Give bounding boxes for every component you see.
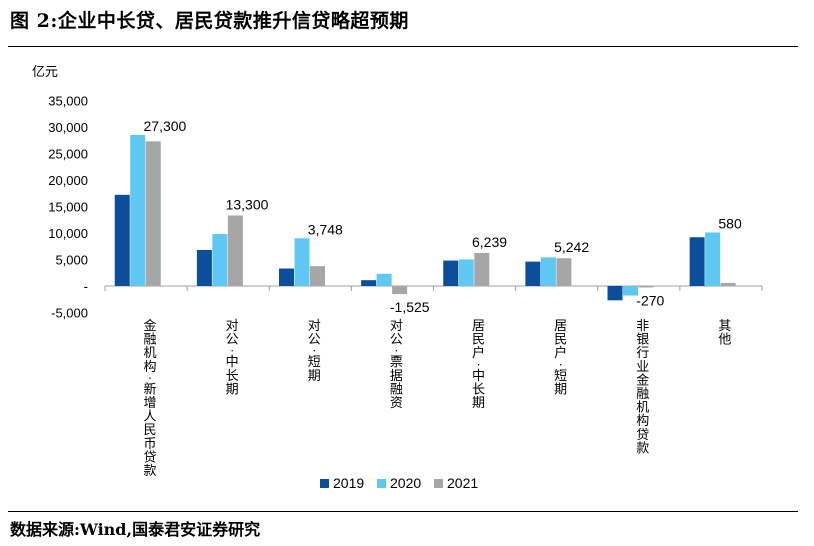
- category-label: 对公:短期: [308, 318, 321, 383]
- bar-2020-5: [540, 257, 556, 286]
- y-tick-label: 35,000: [48, 94, 88, 109]
- bar-2021-1: [227, 215, 243, 286]
- y-tick-label: 15,000: [48, 200, 88, 215]
- y-tick-label: -5,000: [51, 306, 88, 321]
- data-label: 6,239: [472, 234, 507, 250]
- y-tick-label: 20,000: [48, 173, 88, 188]
- bar-2020-4: [458, 259, 474, 286]
- page-title: 图 2:企业中长贷、居民贷款推升信贷略超预期: [10, 10, 409, 32]
- data-label: 3,748: [308, 221, 343, 237]
- data-label: -1,525: [390, 299, 430, 315]
- legend: 2019 2020 2021: [320, 475, 478, 491]
- bar-2019-6: [607, 286, 623, 301]
- category-label: 对公:票据融资: [390, 318, 403, 410]
- category-label: 金融机构:新增人民币贷款: [143, 318, 156, 478]
- category-label: 其他: [718, 318, 731, 347]
- source-note: 数据来源:Wind,国泰君安证券研究: [10, 520, 261, 539]
- data-labels: 27,300 13,300 3,748 -1,525 6,239 5,242 -270 580: [144, 118, 742, 315]
- data-label: -270: [636, 292, 664, 308]
- bar-2019-2: [279, 268, 294, 286]
- y-tick-label: 25,000: [48, 147, 88, 162]
- legend-label-2021: 2021: [447, 475, 478, 491]
- legend-swatch-2020: [377, 479, 386, 488]
- bar-2020-6: [623, 286, 638, 296]
- bar-2020-3: [376, 273, 392, 286]
- category-labels: 金融机构:新增人民币贷款 对公:中长期 对公:短期 对公:票据融资 居民户:中长期 居民户…: [143, 318, 731, 478]
- bar-2020-2: [294, 238, 310, 286]
- bar-2019-0: [114, 194, 130, 286]
- bar-2021-4: [474, 252, 490, 286]
- bar-2019-1: [196, 249, 212, 286]
- bar-2021-5: [556, 258, 572, 286]
- y-tick-label: 5,000: [55, 253, 88, 268]
- bar-2021-3: [392, 286, 408, 295]
- category-label: 非银行业金融机构贷款: [636, 318, 649, 455]
- legend-swatch-2021: [434, 479, 443, 488]
- bar-2020-7: [705, 232, 721, 286]
- category-label: 对公:中长期: [226, 318, 239, 396]
- bar-2019-4: [443, 260, 459, 286]
- bar-2021-0: [145, 141, 161, 286]
- title-divider: [8, 46, 798, 47]
- bar-series: [114, 134, 736, 301]
- bar-2020-0: [130, 134, 146, 286]
- bar-2021-2: [310, 266, 325, 286]
- category-label: 居民户:中长期: [472, 318, 485, 410]
- y-tick-label: 10,000: [48, 226, 88, 241]
- bar-2021-6: [638, 286, 654, 288]
- bar-2020-1: [212, 234, 228, 286]
- bar-2019-5: [525, 261, 541, 286]
- data-label: 5,242: [554, 239, 589, 255]
- data-label: 13,300: [226, 197, 269, 213]
- y-axis-unit-label: 亿元: [32, 64, 58, 79]
- bar-chart: 亿元 35,000 30,000 25,000 20,000 15,000 10,000 5…: [32, 64, 763, 491]
- source-divider: [8, 511, 798, 512]
- legend-label-2020: 2020: [390, 475, 421, 491]
- legend-swatch-2019: [320, 479, 329, 488]
- category-label: 居民户:短期: [554, 318, 567, 396]
- y-tick-label: 30,000: [48, 120, 88, 135]
- data-label: 27,300: [144, 118, 187, 134]
- bar-2019-7: [689, 237, 705, 286]
- y-tick-label: -: [84, 279, 88, 294]
- data-label: 580: [718, 216, 742, 232]
- legend-label-2019: 2019: [333, 475, 364, 491]
- bar-2019-3: [361, 280, 377, 286]
- bar-2021-7: [720, 282, 736, 286]
